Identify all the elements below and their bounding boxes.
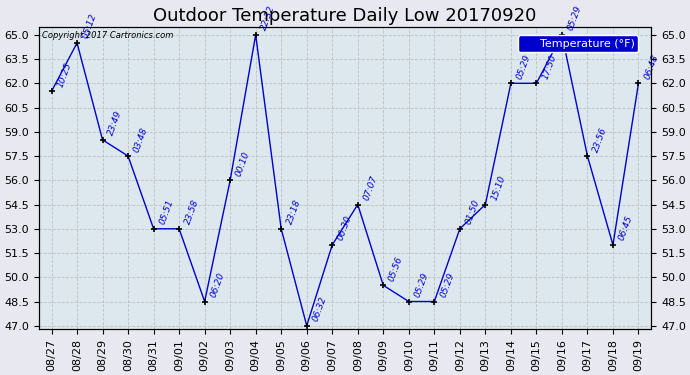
Text: 03:48: 03:48 [132, 126, 150, 153]
Text: 23:58: 23:58 [184, 198, 201, 226]
Text: 23:18: 23:18 [286, 198, 303, 226]
Text: 17:50: 17:50 [540, 53, 558, 81]
Text: Copyright 2017 Cartronics.com: Copyright 2017 Cartronics.com [42, 31, 173, 40]
Text: 15:10: 15:10 [489, 174, 507, 202]
Text: 06:48: 06:48 [642, 53, 660, 81]
Text: 05:12: 05:12 [81, 13, 99, 40]
Text: 05:29: 05:29 [413, 271, 431, 299]
Text: 00:10: 00:10 [235, 150, 252, 177]
Text: 05:29: 05:29 [515, 53, 533, 81]
Text: 05:29: 05:29 [566, 4, 584, 32]
Text: 05:51: 05:51 [158, 198, 175, 226]
Text: 06:32: 06:32 [311, 296, 328, 323]
Text: 06:20: 06:20 [209, 271, 226, 299]
Text: 23:56: 23:56 [591, 126, 609, 153]
Title: Outdoor Temperature Daily Low 20170920: Outdoor Temperature Daily Low 20170920 [153, 7, 537, 25]
Text: 22:32: 22:32 [260, 4, 277, 32]
Text: 05:56: 05:56 [388, 255, 405, 283]
Text: 05:29: 05:29 [438, 271, 456, 299]
Text: 06:45: 06:45 [617, 214, 635, 242]
Text: 10:25: 10:25 [56, 61, 73, 88]
Text: 01:50: 01:50 [464, 198, 482, 226]
Text: 06:30: 06:30 [337, 214, 354, 242]
Text: 07:07: 07:07 [362, 174, 380, 202]
Legend: Temperature (°F): Temperature (°F) [518, 35, 638, 52]
Text: 23:49: 23:49 [107, 110, 124, 137]
